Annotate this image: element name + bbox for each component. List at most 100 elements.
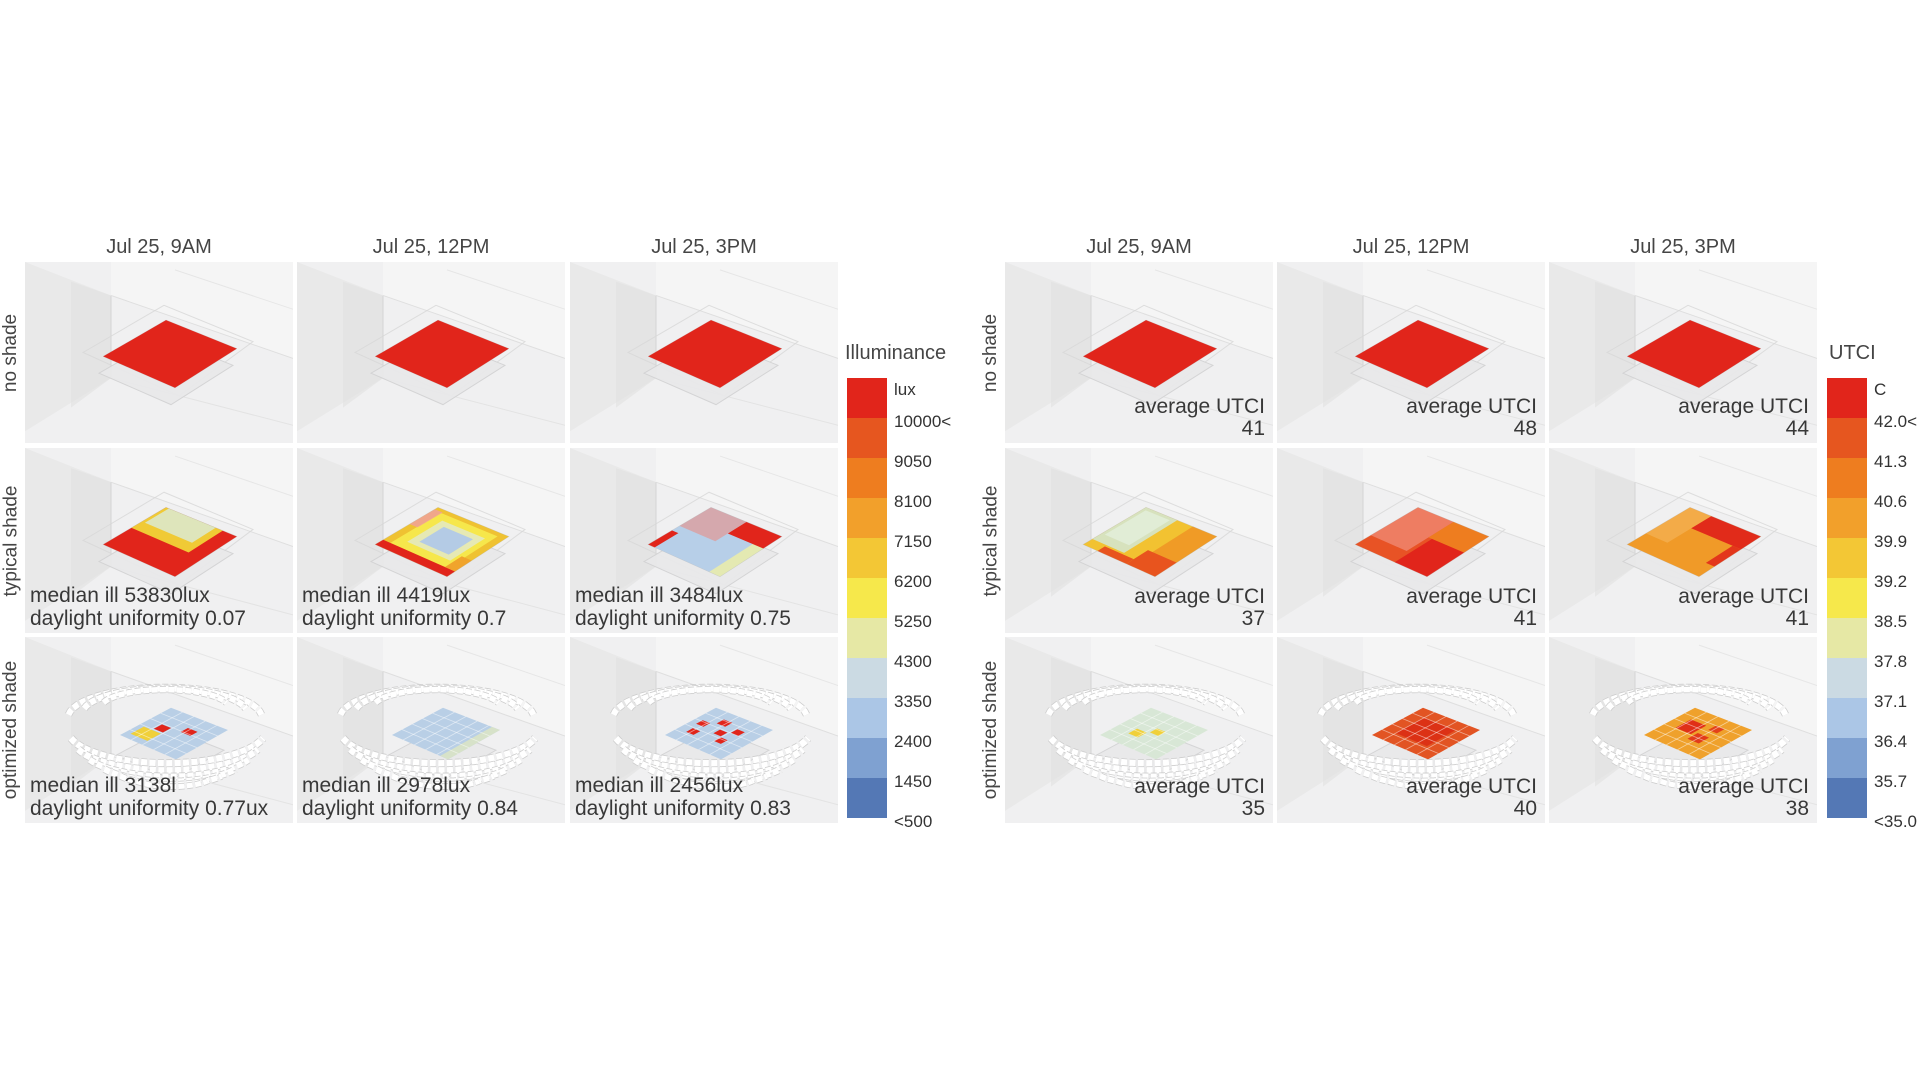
median-illuminance-annotation: median ill 53830lux daylight uniformity … <box>30 584 246 630</box>
column-header: Jul 25, 12PM <box>372 236 490 258</box>
render-utci-optimized-9am: average UTCI 35 <box>1005 637 1273 823</box>
room-render-3d <box>1549 448 1817 633</box>
legend-tick-label: <35.0 <box>1874 812 1918 831</box>
average-utci-value: average UTCI 48 <box>1406 395 1537 440</box>
average-utci-value: average UTCI 41 <box>1406 585 1537 630</box>
render-illuminance-optimized-12pm: median ill 2978lux daylight uniformity 0… <box>297 637 565 823</box>
room-render-3d <box>297 448 565 633</box>
render-illuminance-optimized-9am: median ill 3138l daylight uniformity 0.7… <box>25 637 293 823</box>
illuminance-legend-title: Illuminance <box>845 342 947 364</box>
legend-swatch <box>1827 658 1867 698</box>
average-utci-value: average UTCI 35 <box>1134 775 1265 820</box>
room-render-3d <box>297 637 565 823</box>
row-label-no-shade: no shade <box>0 313 21 392</box>
legend-swatch <box>1827 778 1867 818</box>
legend-swatch <box>847 698 887 738</box>
legend-swatch <box>847 738 887 778</box>
legend-swatch <box>1827 458 1867 498</box>
legend-tick-label: 10000< <box>894 412 952 431</box>
legend-swatch <box>1827 698 1867 738</box>
legend-tick-label: 38.5 <box>1874 612 1908 631</box>
average-utci-value: average UTCI 40 <box>1406 775 1537 820</box>
legend-tick-label: 2400 <box>894 732 932 751</box>
legend-swatch <box>847 538 887 578</box>
legend-swatch <box>847 578 887 618</box>
legend-swatch <box>1827 378 1867 418</box>
legend-swatch <box>1827 498 1867 538</box>
median-illuminance-annotation: median ill 4419lux daylight uniformity 0… <box>302 584 507 630</box>
column-header: Jul 25, 3PM <box>651 236 757 258</box>
legend-tick-label: 42.0< <box>1874 412 1918 431</box>
legend-swatch <box>1827 538 1867 578</box>
render-utci-typical-3pm: average UTCI 41 <box>1549 448 1817 633</box>
room-render-3d <box>25 637 293 823</box>
average-utci-value: average UTCI 44 <box>1678 395 1809 440</box>
legend-tick-label: 7150 <box>894 532 932 551</box>
render-utci-no-shade-3pm: average UTCI 44 <box>1549 262 1817 443</box>
legend-swatch <box>847 618 887 658</box>
legend-swatch <box>1827 418 1867 458</box>
legend-swatch <box>1827 618 1867 658</box>
legend-swatch <box>847 778 887 818</box>
average-utci-value: average UTCI 41 <box>1134 395 1265 440</box>
legend-tick-label: 35.7 <box>1874 772 1908 791</box>
room-render-3d <box>1549 262 1817 443</box>
legend-tick-label: 4300 <box>894 652 932 671</box>
render-utci-no-shade-12pm: average UTCI 48 <box>1277 262 1545 443</box>
legend-unit-label: C <box>1874 380 1887 399</box>
legend-tick-label: 37.8 <box>1874 652 1908 671</box>
median-illuminance-annotation: median ill 2978lux daylight uniformity 0… <box>302 774 518 820</box>
legend-tick-label: 37.1 <box>1874 692 1908 711</box>
row-label-no-shade: no shade <box>980 313 1001 392</box>
render-illuminance-typical-9am: median ill 53830lux daylight uniformity … <box>25 448 293 633</box>
legend-swatch <box>847 658 887 698</box>
average-utci-value: average UTCI 37 <box>1134 585 1265 630</box>
legend-swatch <box>847 418 887 458</box>
render-illuminance-no-shade-3pm <box>570 262 838 443</box>
median-illuminance-annotation: median ill 2456lux daylight uniformity 0… <box>575 774 791 820</box>
median-illuminance-annotation: median ill 3484lux daylight uniformity 0… <box>575 584 791 630</box>
legend-tick-label: <500 <box>894 812 933 831</box>
room-render-3d <box>1005 448 1273 633</box>
legend-unit-label: lux <box>894 380 916 399</box>
render-utci-typical-9am: average UTCI 37 <box>1005 448 1273 633</box>
legend-tick-label: 41.3 <box>1874 452 1908 471</box>
column-header: Jul 25, 9AM <box>106 236 212 258</box>
legend-tick-label: 9050 <box>894 452 932 471</box>
legend-tick-label: 39.2 <box>1874 572 1908 591</box>
row-label-optimized-shade: optimized shade <box>980 660 1001 800</box>
render-utci-typical-12pm: average UTCI 41 <box>1277 448 1545 633</box>
room-render-3d <box>25 262 293 443</box>
legend-tick-label: 3350 <box>894 692 932 711</box>
legend-swatch <box>1827 578 1867 618</box>
room-render-3d <box>570 262 838 443</box>
legend-swatch <box>847 378 887 418</box>
render-illuminance-optimized-3pm: median ill 2456lux daylight uniformity 0… <box>570 637 838 823</box>
render-illuminance-no-shade-12pm <box>297 262 565 443</box>
room-render-3d <box>1549 637 1817 823</box>
legend-tick-label: 36.4 <box>1874 732 1908 751</box>
average-utci-value: average UTCI 41 <box>1678 585 1809 630</box>
legend-swatch <box>1827 738 1867 778</box>
room-render-3d <box>1005 262 1273 443</box>
column-header: Jul 25, 3PM <box>1630 236 1736 258</box>
room-render-3d <box>25 448 293 633</box>
room-render-3d <box>1277 448 1545 633</box>
room-render-3d <box>570 448 838 633</box>
legend-tick-label: 6200 <box>894 572 932 591</box>
render-illuminance-typical-3pm: median ill 3484lux daylight uniformity 0… <box>570 448 838 633</box>
column-header: Jul 25, 12PM <box>1352 236 1470 258</box>
room-render-3d <box>1277 637 1545 823</box>
legend-swatch <box>847 498 887 538</box>
legend-tick-label: 5250 <box>894 612 932 631</box>
render-utci-optimized-12pm: average UTCI 40 <box>1277 637 1545 823</box>
legend-swatch <box>847 458 887 498</box>
average-utci-value: average UTCI 38 <box>1678 775 1809 820</box>
render-utci-optimized-3pm: average UTCI 38 <box>1549 637 1817 823</box>
render-illuminance-no-shade-9am <box>25 262 293 443</box>
room-render-3d <box>1005 637 1273 823</box>
utci-legend-title: UTCI <box>1829 342 1876 364</box>
legend-tick-label: 39.9 <box>1874 532 1908 551</box>
legend-tick-label: 8100 <box>894 492 932 511</box>
